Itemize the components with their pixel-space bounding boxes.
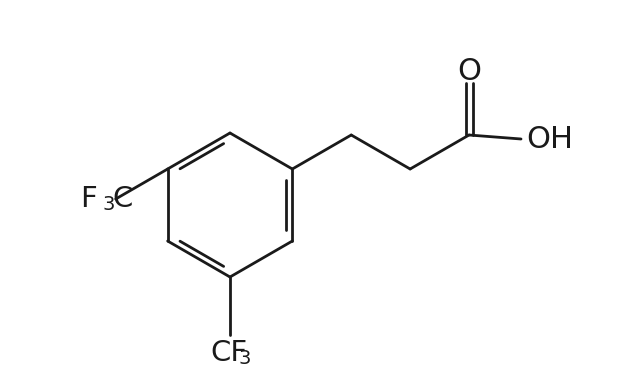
Text: 3: 3	[239, 349, 251, 368]
Text: O: O	[457, 58, 481, 87]
Text: 3: 3	[102, 195, 115, 214]
Text: OH: OH	[526, 125, 573, 154]
Text: CF: CF	[211, 339, 248, 367]
Text: F: F	[80, 185, 97, 213]
Text: C: C	[113, 185, 133, 213]
